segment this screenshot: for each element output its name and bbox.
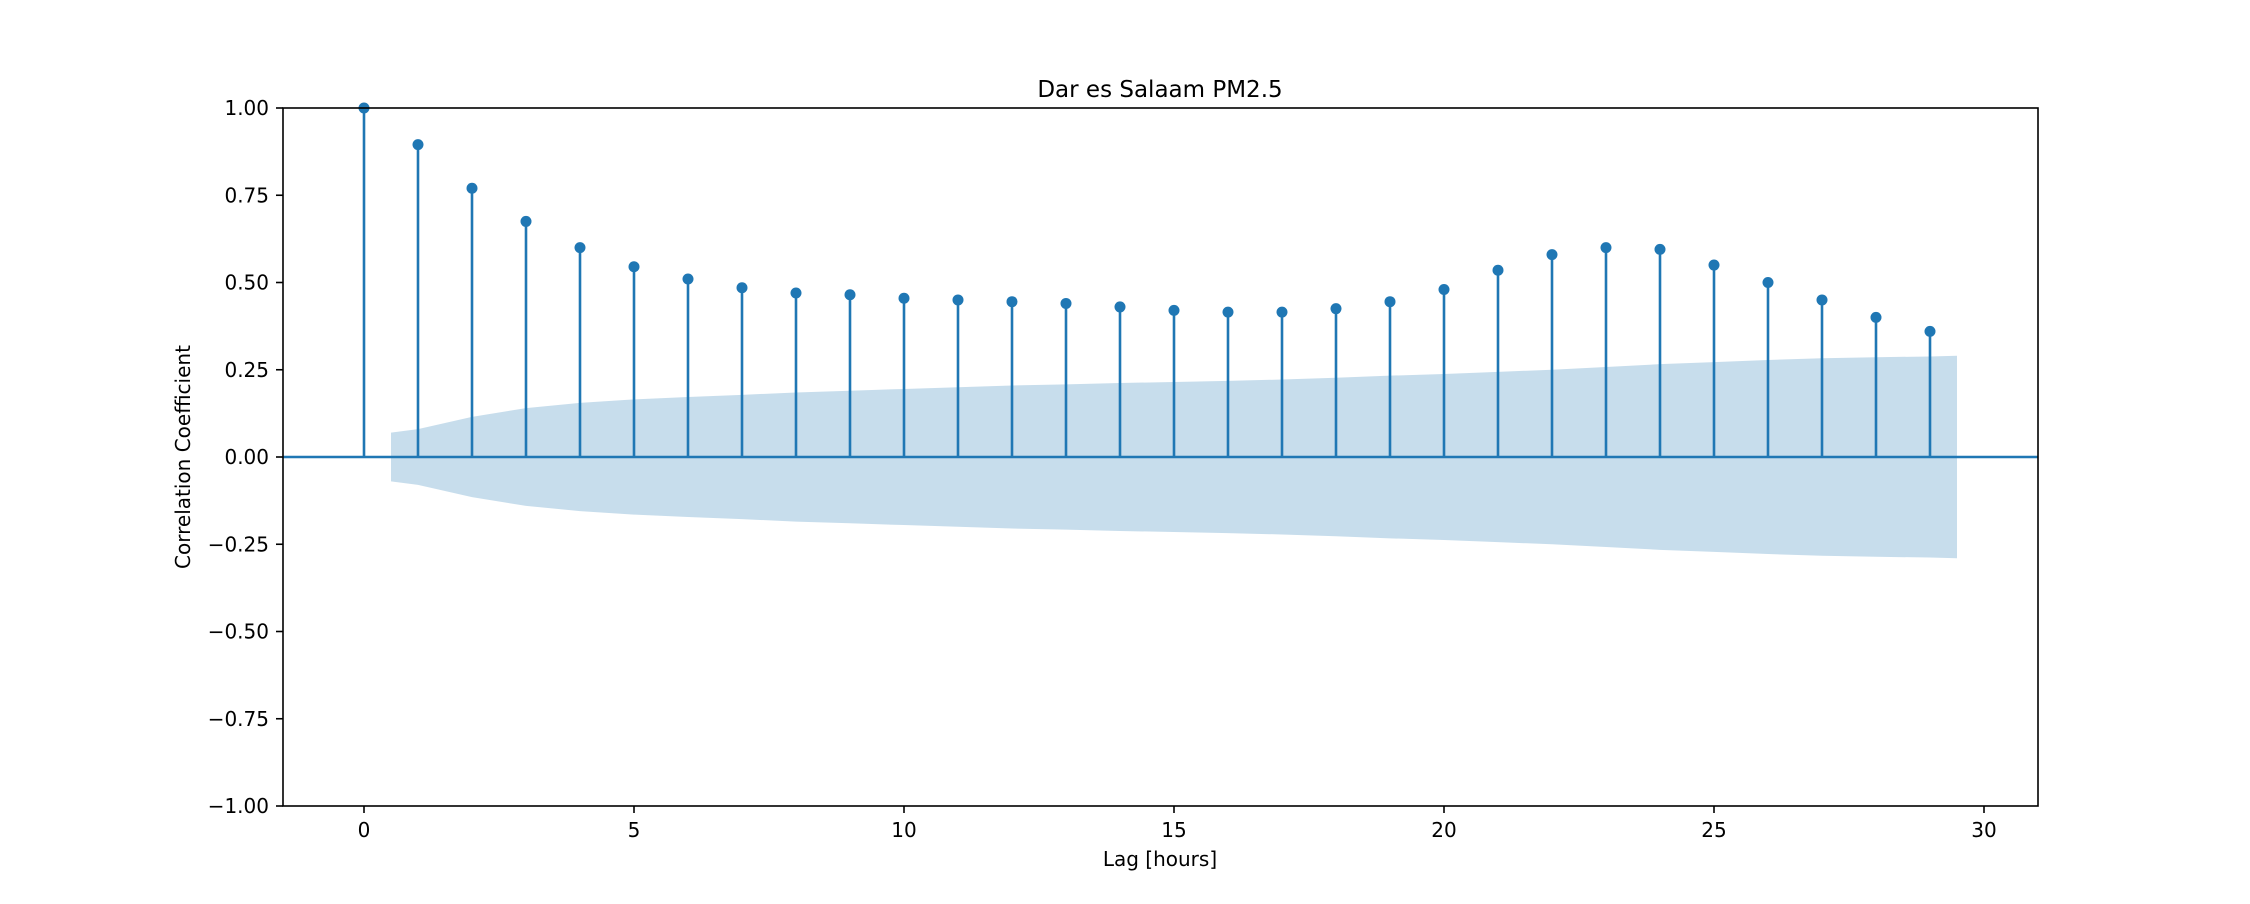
x-tick-label: 10 — [891, 818, 916, 842]
x-tick-label: 5 — [628, 818, 641, 842]
acf-point — [1114, 301, 1126, 313]
y-tick-label: −0.75 — [208, 707, 269, 731]
acf-point — [574, 242, 586, 254]
y-tick-label: 0.25 — [224, 358, 269, 382]
acf-point — [736, 282, 748, 294]
x-axis-label: Lag [hours] — [1103, 847, 1217, 871]
acf-point — [412, 139, 424, 151]
ticks-layer: 0 5 10 15 20 25 30 −1.00 −0.75 −0.50 −0.25 0.00 0.25… — [208, 96, 1997, 842]
acf-point — [520, 215, 532, 227]
acf-point — [1276, 306, 1288, 318]
x-tick-label: 15 — [1161, 818, 1186, 842]
acf-point — [1438, 283, 1450, 295]
y-axis-label: Correlation Coefficient — [171, 345, 195, 569]
acf-point — [1600, 242, 1612, 254]
x-tick-label: 20 — [1431, 818, 1456, 842]
acf-point — [898, 292, 910, 304]
acf-point — [1168, 304, 1180, 316]
acf-point — [1006, 296, 1018, 308]
acf-point — [844, 289, 856, 301]
acf-point — [1924, 325, 1936, 337]
y-tick-label: −1.00 — [208, 794, 269, 818]
y-tick-label: −0.50 — [208, 620, 269, 644]
y-tick-label: −0.25 — [208, 532, 269, 556]
stems-layer — [362, 108, 1932, 457]
acf-point — [952, 294, 964, 306]
y-tick-label: 0.75 — [224, 183, 269, 207]
acf-point — [1762, 277, 1774, 288]
acf-point — [466, 182, 478, 194]
x-tick-label: 25 — [1701, 818, 1726, 842]
acf-point — [1816, 294, 1828, 306]
acf-point — [682, 273, 694, 285]
acf-point — [1870, 311, 1882, 323]
x-tick-label: 30 — [1971, 818, 1996, 842]
acf-point — [1330, 303, 1342, 315]
acf-point — [1654, 243, 1666, 255]
y-tick-label: 0.00 — [224, 445, 269, 469]
acf-point — [1546, 249, 1558, 261]
x-tick-label: 0 — [358, 818, 371, 842]
acf-point — [628, 261, 640, 273]
acf-point — [1222, 306, 1234, 318]
markers-layer — [358, 102, 1936, 337]
acf-point — [790, 287, 802, 299]
acf-point — [1708, 259, 1720, 271]
acf-point — [1492, 264, 1504, 276]
acf-point — [1384, 296, 1396, 308]
y-tick-label: 0.50 — [224, 271, 269, 295]
chart-title: Dar es Salaam PM2.5 — [1037, 77, 1282, 103]
acf-point — [1060, 297, 1072, 309]
y-tick-label: 1.00 — [224, 96, 269, 120]
